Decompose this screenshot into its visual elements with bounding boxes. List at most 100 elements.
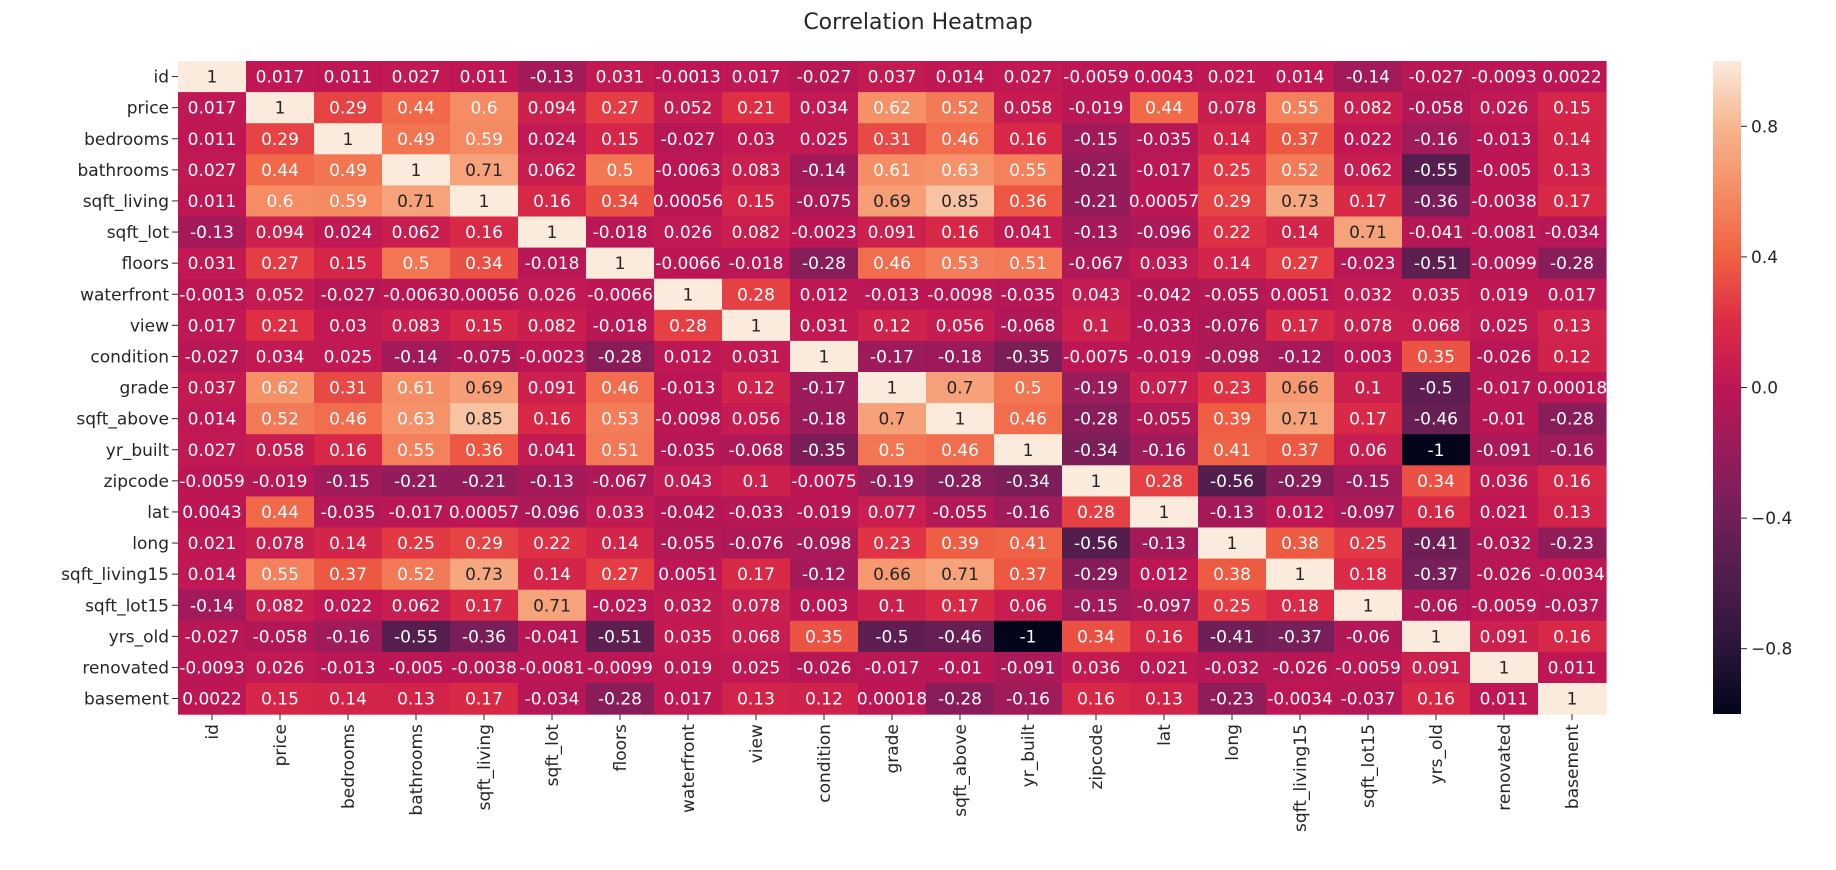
heatmap-cell <box>926 683 995 715</box>
heatmap-cell <box>314 123 383 155</box>
heatmap-cell <box>518 278 587 311</box>
heatmap-cell <box>1402 683 1471 715</box>
heatmap-cell <box>382 278 451 311</box>
y-tick-label: floors <box>122 254 169 274</box>
cell-value-label: 0.036 <box>1072 658 1121 678</box>
heatmap-cell <box>1266 185 1335 218</box>
cell-value-label: -0.027 <box>185 627 240 647</box>
heatmap-cell <box>858 434 927 466</box>
colorbar-tick-label: −0.8 <box>1751 640 1792 660</box>
cell-value-label: 0.078 <box>256 534 305 554</box>
cell-value-label: -0.033 <box>729 503 784 523</box>
y-tick-label: bathrooms <box>78 161 170 181</box>
cell-value-label: 0.15 <box>329 254 367 274</box>
cell-value-label: 0.077 <box>868 503 917 523</box>
heatmap-cell <box>1266 683 1335 715</box>
cell-value-label: -0.097 <box>1137 596 1192 616</box>
heatmap-cell <box>1130 465 1199 497</box>
x-tick-label: sqft_lot15 <box>1359 724 1379 808</box>
x-tick-label: basement <box>1563 724 1583 809</box>
x-tick-label: long <box>1223 724 1243 761</box>
cell-value-label: 0.66 <box>873 565 911 585</box>
heatmap-cell <box>1402 247 1471 280</box>
cell-value-label: -0.0066 <box>655 254 721 274</box>
cell-value-label: 0.52 <box>261 410 299 430</box>
cell-value-label: 0.21 <box>737 99 775 119</box>
x-tick-label: sqft_living <box>475 724 495 810</box>
heatmap-cell <box>722 496 791 529</box>
cell-value-label: -0.0013 <box>655 68 721 88</box>
colorbar-tick-label: 0.8 <box>1751 117 1778 137</box>
heatmap-cell <box>654 123 723 155</box>
heatmap-cell <box>1062 372 1131 404</box>
heatmap-cell <box>858 185 927 218</box>
heatmap-cell <box>1538 403 1607 435</box>
heatmap-cell <box>994 92 1063 124</box>
cell-value-label: -0.091 <box>1477 441 1532 461</box>
cell-value-label: 0.1 <box>1354 379 1381 399</box>
cell-value-label: -0.15 <box>326 472 370 492</box>
heatmap-cell <box>722 558 791 591</box>
cell-value-label: -0.023 <box>593 596 648 616</box>
cell-value-label: 0.1 <box>1082 316 1109 336</box>
heatmap-cell <box>1470 185 1539 218</box>
y-tick-label: waterfront <box>80 285 169 305</box>
heatmap-cell <box>654 185 723 218</box>
heatmap-cell <box>586 589 655 622</box>
x-tick-label: yr_built <box>1019 724 1039 788</box>
cell-value-label: -0.28 <box>1550 254 1594 274</box>
heatmap-cell <box>1334 620 1403 653</box>
heatmap-cell <box>722 216 791 249</box>
cell-value-label: 0.017 <box>1548 285 1597 305</box>
heatmap-cell <box>1538 372 1607 404</box>
cell-value-label: 0.17 <box>1281 316 1319 336</box>
cell-value-label: 0.014 <box>188 565 237 585</box>
cell-value-label: 0.16 <box>1077 690 1115 710</box>
cell-value-label: -0.5 <box>875 627 908 647</box>
heatmap-cell <box>450 651 519 684</box>
heatmap-cell <box>1130 403 1199 435</box>
heatmap-cell <box>178 154 247 186</box>
cell-value-label: 0.03 <box>737 130 775 150</box>
cell-value-label: -0.0038 <box>451 658 517 678</box>
heatmap-cell <box>858 558 927 591</box>
heatmap-cell <box>926 61 995 93</box>
cell-value-label: 0.077 <box>1140 379 1189 399</box>
heatmap-cell <box>1402 589 1471 622</box>
x-tick-label: bathrooms <box>407 724 427 816</box>
cell-value-label: -0.51 <box>598 627 642 647</box>
cell-value-label: 0.15 <box>1553 99 1591 119</box>
heatmap-cell <box>1130 527 1199 560</box>
heatmap-cell <box>994 496 1063 529</box>
heatmap-cell <box>382 154 451 186</box>
heatmap-cell <box>178 527 247 560</box>
cell-value-label: -1 <box>1428 441 1445 461</box>
y-tick-label: long <box>132 534 169 554</box>
heatmap-cell <box>858 651 927 684</box>
x-tick-label: sqft_above <box>951 724 971 817</box>
cell-value-label: 0.078 <box>1208 99 1257 119</box>
cell-value-label: 0.27 <box>1281 254 1319 274</box>
heatmap-cell <box>858 465 927 497</box>
y-tick-label: condition <box>90 347 169 367</box>
cell-value-label: -0.0063 <box>655 161 721 181</box>
heatmap-cell <box>722 247 791 280</box>
heatmap-cell <box>178 589 247 622</box>
heatmap-cell <box>518 496 587 529</box>
heatmap-cell <box>1470 589 1539 622</box>
heatmap-cell <box>314 216 383 249</box>
heatmap-cell <box>654 61 723 93</box>
cell-value-label: 1 <box>411 161 422 181</box>
cell-value-label: 0.59 <box>465 130 503 150</box>
heatmap-cell <box>790 620 859 653</box>
cell-value-label: -0.019 <box>253 472 308 492</box>
heatmap-cell <box>722 589 791 622</box>
x-tick-labels: id price bedrooms bathrooms sqft_living sqft_… <box>203 714 1583 832</box>
heatmap-cell <box>858 527 927 560</box>
cell-value-label: -0.0038 <box>1471 192 1537 212</box>
cell-value-label: -0.06 <box>1414 596 1458 616</box>
heatmap-cell <box>178 465 247 497</box>
cell-value-label: 0.026 <box>256 658 305 678</box>
heatmap-cell <box>586 496 655 529</box>
heatmap-cell <box>1402 123 1471 155</box>
